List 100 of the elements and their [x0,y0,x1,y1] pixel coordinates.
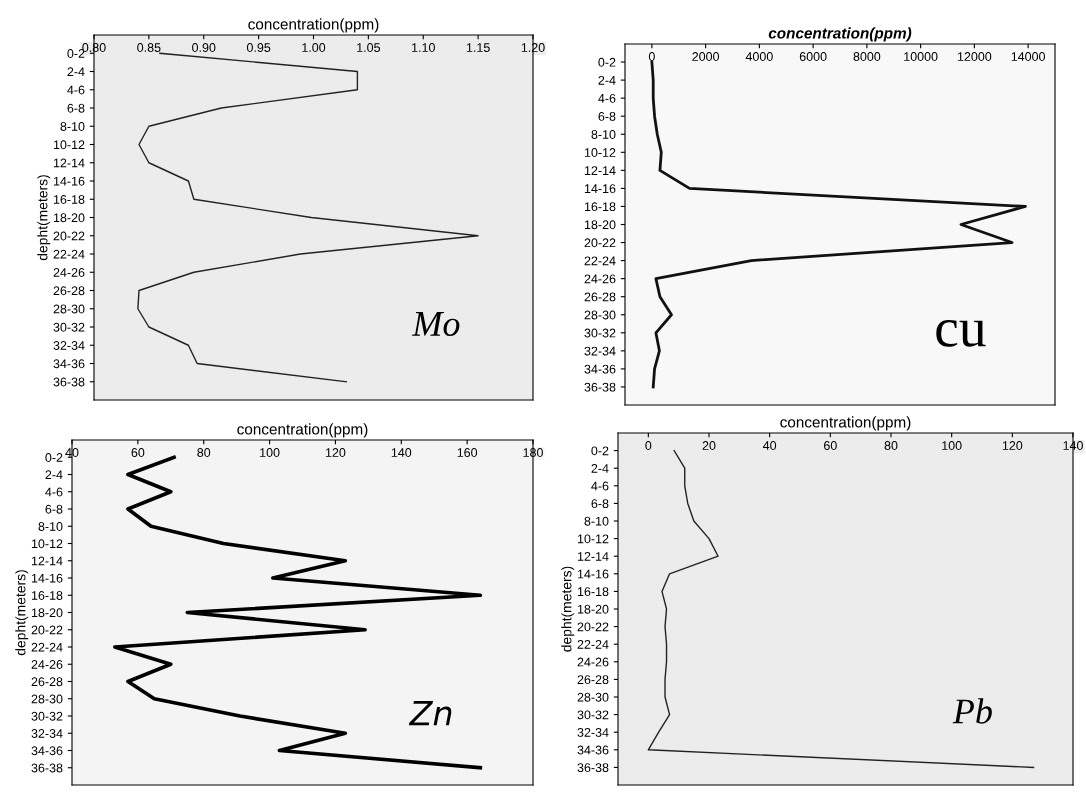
y-tick-label: 2-4 [598,75,616,85]
y-tick-label: 8-10 [38,522,63,531]
y-tick-label: 6-8 [67,103,85,113]
y-tick-label: 0-2 [591,446,609,456]
y-tick-label: 10-12 [31,539,63,549]
y-tick-label: 24-26 [31,660,63,669]
y-tick-label: 26-28 [584,292,616,302]
x-tick-label: 80 [197,448,211,457]
y-tick-label: 4-6 [591,481,609,491]
x-tick-label: 0.95 [246,43,271,52]
y-tick-label: 16-18 [53,195,85,204]
y-tick-label: 6-8 [45,504,63,514]
y-tick-label: 6-8 [598,112,616,121]
annotation: Zn [408,700,452,726]
x-tick-label: 60 [824,441,837,450]
y-tick-label: 36-38 [577,763,609,773]
y-tick-label: 20-22 [577,622,609,632]
y-tick-label: 28-30 [577,692,609,702]
x-tick-label: 10000 [904,52,938,61]
y-tick-label: 34-36 [584,364,616,374]
y-tick-label: 10-12 [53,140,85,150]
x-tick-label: 0.90 [192,43,216,52]
y-tick-label: 32-34 [53,341,85,350]
y-tick-label: 20-22 [31,625,63,635]
y-tick-label: 34-36 [577,745,609,755]
y-tick-label: 16-18 [584,202,616,212]
y-tick-label: 32-34 [31,729,63,738]
y-tick-label: 36-38 [31,763,63,773]
y-tick-label: 10-12 [577,534,609,544]
y-tick-label: 18-20 [584,220,616,230]
x-tick-label: 100 [942,441,962,450]
x-tick-label: 14000 [1011,52,1046,61]
y-tick-label: 20-22 [584,238,616,248]
x-tick-label: 0 [645,441,652,450]
y-tick-label: 18-20 [577,604,609,614]
x-axis-title: concentration(ppm) [248,18,379,33]
y-tick-label: 8-10 [60,122,85,131]
x-tick-label: 160 [457,448,478,457]
y-tick-label: 24-26 [584,274,616,284]
x-tick-label: 120 [1002,441,1023,450]
y-tick-label: 14-16 [53,176,85,186]
y-tick-label: 6-8 [591,499,609,509]
x-tick-label: 80 [884,441,898,450]
y-tick-label: 10-12 [584,148,616,157]
y-tick-label: 8-10 [584,516,609,526]
y-tick-label: 14-16 [577,569,609,579]
y-tick-label: 4-6 [45,487,63,497]
y-tick-label: 14-16 [584,184,616,194]
y-tick-label: 0-2 [45,453,63,462]
y-tick-label: 12-14 [577,552,609,561]
x-tick-label: 0.85 [137,43,161,52]
y-tick-label: 16-18 [577,587,609,597]
y-tick-label: 32-34 [577,728,609,737]
x-tick-label: 0 [648,52,655,61]
y-tick-label: 24-26 [53,268,85,277]
y-tick-label: 34-36 [31,746,63,756]
y-tick-label: 34-36 [53,359,85,369]
y-tick-label: 30-32 [577,710,609,720]
y-tick-label: 28-30 [53,304,85,314]
y-tick-label: 36-38 [53,377,85,387]
x-tick-label: 140 [391,448,412,457]
y-tick-label: 26-28 [577,675,609,685]
x-axis-title: concentration(ppm) [237,423,368,438]
x-tick-label: 120 [325,448,346,457]
y-tick-label: 36-38 [584,382,616,392]
x-tick-label: 40 [763,441,777,450]
y-tick-label: 22-24 [577,640,609,649]
y-tick-label: 22-24 [584,256,616,266]
y-axis-title: depht(meters) [561,566,575,652]
x-tick-label: 12000 [957,52,992,61]
y-tick-label: 30-32 [31,711,63,721]
annotation: cu [936,319,986,347]
y-tick-label: 20-22 [53,231,85,241]
x-tick-label: 2000 [692,52,720,61]
y-tick-label: 16-18 [31,591,63,600]
y-tick-label: 30-32 [584,328,616,338]
y-tick-label: 4-6 [67,85,85,95]
x-tick-label: 1.15 [466,43,490,52]
x-axis-title: concentration(ppm) [768,27,912,42]
y-tick-label: 12-14 [31,556,63,566]
x-tick-label: 20 [702,441,716,450]
annotation: Pb [952,698,992,724]
y-tick-label: 2-4 [591,464,609,473]
y-tick-label: 22-24 [53,249,85,259]
y-tick-label: 2-4 [45,470,63,480]
x-tick-label: 100 [260,448,280,457]
x-tick-label: 6000 [799,52,827,61]
x-tick-label: 1.05 [357,43,381,52]
y-tick-label: 12-14 [584,166,616,175]
y-tick-label: 8-10 [591,130,616,139]
y-tick-label: 28-30 [31,694,63,704]
y-tick-label: 30-32 [53,322,85,332]
y-axis-title: depht(meters) [37,175,51,261]
y-tick-label: 12-14 [53,158,85,168]
y-tick-label: 26-28 [31,677,63,687]
y-tick-label: 14-16 [31,573,63,583]
y-tick-label: 18-20 [53,213,85,223]
y-tick-label: 22-24 [31,642,63,652]
x-tick-label: 4000 [745,52,773,61]
y-tick-label: 2-4 [67,67,85,77]
